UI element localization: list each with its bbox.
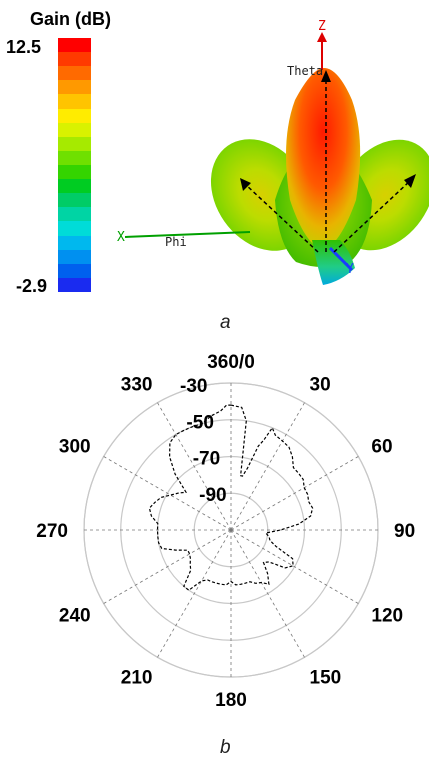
angle-label: 240 <box>59 606 91 627</box>
radial-label: -90 <box>199 485 226 506</box>
radial-label: -70 <box>193 449 220 470</box>
colorbar-swatch <box>58 193 91 208</box>
angle-label: 90 <box>394 521 415 542</box>
angular-spoke <box>157 529 232 658</box>
gain-colorbar <box>58 38 91 292</box>
colorbar-swatch <box>58 108 91 123</box>
colorbar-swatch <box>58 136 91 151</box>
colorbar-title: Gain (dB) <box>30 9 111 29</box>
angular-spoke <box>230 529 305 658</box>
angular-spoke <box>103 529 232 604</box>
y-axis <box>328 246 354 272</box>
colorbar-swatch <box>58 38 91 53</box>
right-lobe-arrow <box>333 179 412 253</box>
angular-spoke <box>230 529 359 604</box>
colorbar-swatch <box>58 221 91 236</box>
angular-spoke <box>103 456 232 531</box>
colorbar-swatch <box>58 66 91 81</box>
angle-label: 300 <box>59 437 91 458</box>
radial-labels: -30 -50 -70 -90 <box>180 376 227 506</box>
angle-label: 120 <box>371 606 403 627</box>
gain-trace <box>148 404 314 591</box>
y-axis-label: Y <box>346 262 354 277</box>
panel-label-b: b <box>220 737 231 758</box>
colorbar-swatch <box>58 179 91 194</box>
colorbar-swatch <box>58 235 91 250</box>
angle-label: 180 <box>215 690 247 711</box>
radial-label: -50 <box>186 412 213 433</box>
angle-label: 60 <box>371 437 392 458</box>
colorbar-swatch <box>58 150 91 165</box>
angular-spoke <box>230 402 305 531</box>
panel-label-a: a <box>220 312 231 333</box>
colorbar-swatch <box>58 164 91 180</box>
colorbar-swatch <box>58 52 91 67</box>
bottom-stem <box>312 240 355 285</box>
colorbar-swatch <box>58 263 91 278</box>
angle-label: 270 <box>36 521 68 542</box>
phi-label: Phi <box>165 235 187 249</box>
angle-label: 150 <box>310 667 342 688</box>
colorbar-swatch <box>58 277 91 292</box>
angle-label: 330 <box>121 375 153 396</box>
angular-spoke <box>230 456 359 531</box>
angle-labels: 360/0 30 60 90 120 150 180 210 240 270 300 330 <box>36 352 415 711</box>
radial-label: -30 <box>180 376 207 397</box>
main-lobe <box>286 68 361 250</box>
polar-spokes <box>84 383 378 677</box>
x-axis <box>124 231 251 238</box>
radiation-pattern-3d: Z Theta Phi X Y <box>117 19 429 285</box>
colorbar-swatch <box>58 80 91 95</box>
colorbar-swatch <box>58 94 91 109</box>
left-lobe-arrow <box>244 183 319 253</box>
colorbar-swatch <box>58 207 91 222</box>
angular-spoke <box>157 402 232 531</box>
angle-label: 360/0 <box>207 352 255 373</box>
colorbar-min-label: -2.9 <box>16 276 48 296</box>
colorbar-swatch <box>58 122 91 137</box>
x-axis-label: X <box>117 230 125 245</box>
theta-label: Theta <box>287 64 323 78</box>
angle-label: 30 <box>310 375 331 396</box>
colorbar-max-label: 12.5 <box>6 37 42 57</box>
angle-label: 210 <box>121 667 153 688</box>
colorbar-swatch <box>58 249 91 264</box>
z-axis-arrow <box>317 32 327 42</box>
z-axis-label: Z <box>318 19 326 34</box>
